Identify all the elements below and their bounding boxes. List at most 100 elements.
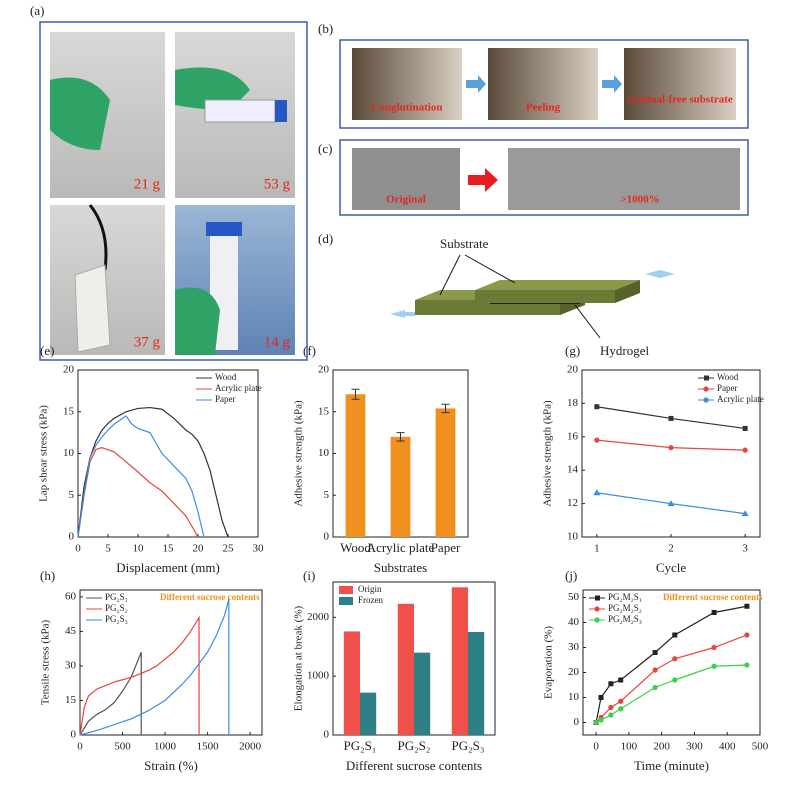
y-axis-label: Adhesive strength (kPa) <box>293 400 305 507</box>
annotation: Different sucrose contents <box>160 592 260 602</box>
y-tick-label: 5 <box>69 489 75 501</box>
x-tick-label: 500 <box>114 741 131 753</box>
x-tick-label: 300 <box>686 741 703 753</box>
panel-label: (i) <box>303 568 315 583</box>
marker <box>672 632 678 638</box>
marker <box>744 603 750 609</box>
y-tick-label: 0 <box>574 716 580 728</box>
pointer <box>439 254 461 296</box>
step-label: Conglutination <box>372 102 443 114</box>
x-tick-label: 3 <box>742 543 748 555</box>
panel-label: (h) <box>40 568 55 583</box>
panel-label: (b) <box>318 21 333 36</box>
y-tick-label: 30 <box>65 659 77 671</box>
x-tick-label: PG₂S₃ <box>452 738 485 753</box>
glove <box>175 287 220 355</box>
photo <box>352 48 462 120</box>
y-tick-label: 30 <box>568 641 580 653</box>
panel-label: (e) <box>40 343 54 358</box>
marker <box>668 415 674 421</box>
marker <box>711 663 717 669</box>
panel-label: (g) <box>565 343 580 358</box>
legend-label: Wood <box>717 372 739 382</box>
series-line <box>79 651 142 736</box>
marker <box>668 445 674 451</box>
legend-label: PG₂S₁ <box>105 592 128 602</box>
y-axis-label: Lap shear stress (kPa) <box>38 405 50 502</box>
marker <box>608 681 614 687</box>
x-axis-label: Strain (%) <box>144 758 198 773</box>
stretch-label: Original <box>386 194 426 206</box>
glove <box>50 77 110 150</box>
marker <box>711 610 717 615</box>
weight-label: 37 g <box>134 334 161 350</box>
x-tick-label: 15 <box>163 543 175 555</box>
arrow <box>645 270 675 278</box>
marker <box>594 404 600 410</box>
series-line <box>79 599 230 736</box>
legend-marker <box>594 617 600 623</box>
x-tick-label: PG₂S₂ <box>398 738 431 753</box>
glove <box>175 67 250 110</box>
pointer <box>464 254 516 284</box>
y-axis-label: Adhesive strength (kPa) <box>542 400 554 507</box>
series-line <box>595 664 747 724</box>
marker <box>742 425 748 431</box>
legend-label: PG₂S₂ <box>105 603 128 613</box>
marker <box>711 644 717 651</box>
diagram-label: Substrate <box>440 236 489 251</box>
photo <box>508 148 740 210</box>
x-tick-label: 2000 <box>239 741 262 753</box>
x-tick-label: PG₂S₁ <box>344 738 377 753</box>
marker <box>652 684 658 691</box>
legend-label: PG₂S₃ <box>105 614 128 624</box>
tube <box>204 99 276 123</box>
weight-label: 21 g <box>134 176 161 192</box>
bar <box>345 394 366 537</box>
x-tick-label: 100 <box>621 741 638 753</box>
arrow <box>405 312 415 316</box>
legend-label: Acrylic plate <box>717 394 764 404</box>
panel-frame <box>339 139 749 216</box>
photo <box>488 48 598 120</box>
y-tick-label: 0 <box>71 729 77 741</box>
x-tick-label: Wood <box>340 540 371 555</box>
legend-label: PG₂M₂S₃ <box>608 614 642 624</box>
weight-label: 14 g <box>264 334 291 350</box>
y-tick-label: 5 <box>324 489 330 501</box>
y-tick-label: 1000 <box>307 670 330 682</box>
marker <box>618 706 624 712</box>
pointer <box>574 304 601 339</box>
series-line <box>79 615 200 736</box>
x-tick-label: 2 <box>668 543 674 555</box>
step-label: residual-free substrate <box>627 94 733 106</box>
x-tick-label: Acrylic plate <box>367 540 435 555</box>
x-axis-label: Substrates <box>374 560 427 575</box>
arrow <box>466 75 486 93</box>
y-tick-label: 10 <box>568 691 580 703</box>
bar <box>451 587 468 735</box>
y-tick-label: 0 <box>69 531 75 543</box>
arrow <box>602 75 622 93</box>
cap <box>275 100 287 122</box>
legend-label: Wood <box>215 372 237 382</box>
marker <box>672 677 678 683</box>
x-tick-label: 25 <box>223 543 235 555</box>
panel-label: (c) <box>318 141 332 156</box>
marker <box>667 500 675 507</box>
diagram-label: Hydrogel <box>600 343 649 358</box>
panel-frame <box>339 39 749 129</box>
y-tick-label: 14 <box>567 464 579 476</box>
cap <box>206 222 242 236</box>
y-tick-label: 40 <box>568 616 580 628</box>
marker <box>608 712 614 718</box>
y-tick-label: 15 <box>65 694 77 706</box>
bar <box>468 632 485 735</box>
y-axis-label: Tensile stress (kPa) <box>40 619 52 705</box>
x-tick-label: 5 <box>105 543 111 555</box>
photo <box>352 148 460 210</box>
y-tick-label: 20 <box>318 364 330 376</box>
marker <box>618 677 624 683</box>
